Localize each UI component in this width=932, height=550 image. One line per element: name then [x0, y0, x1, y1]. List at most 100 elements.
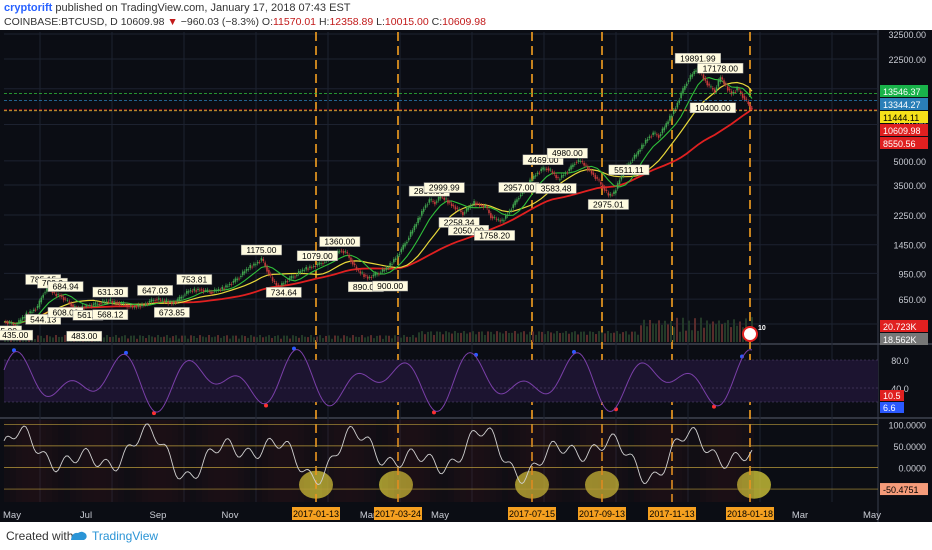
volume-bar	[475, 334, 477, 342]
stoch-band	[4, 360, 878, 402]
candle-body	[654, 132, 656, 134]
candle-body	[726, 86, 729, 91]
cci-shade	[64, 420, 70, 502]
cci-shade	[532, 420, 538, 502]
close-label: C:	[431, 16, 443, 28]
volume-bar	[343, 335, 345, 342]
annotation-label: 561.2	[77, 310, 99, 320]
candle-body	[36, 306, 39, 309]
candle-body	[603, 187, 606, 191]
candle-body	[128, 305, 130, 308]
price-axis: 32500.0022500.0014500.008550.005000.0035…	[880, 30, 928, 496]
candle-body	[94, 302, 97, 305]
author-link[interactable]: cryptorift	[4, 2, 53, 14]
candle-body	[169, 301, 171, 303]
cci-shade	[142, 420, 148, 502]
volume-bar	[682, 317, 684, 342]
cci-shade	[340, 420, 346, 502]
candle-body	[712, 87, 714, 90]
candle-body	[40, 297, 43, 303]
candle-body	[434, 201, 436, 205]
volume-bar	[622, 332, 624, 342]
cci-shade	[526, 420, 532, 502]
candle-body	[182, 296, 184, 298]
volume-bar	[538, 331, 540, 342]
volume-bar	[280, 338, 282, 342]
candle-body	[643, 145, 645, 147]
volume-bar	[664, 320, 666, 342]
price-tick-label: 2250.00	[893, 211, 926, 221]
candle-body	[296, 274, 298, 276]
candle-body	[29, 311, 31, 314]
candle-body	[570, 165, 572, 170]
volume-bar	[502, 333, 504, 342]
candle-body	[374, 272, 377, 276]
cci-shade	[22, 420, 28, 502]
candle-body	[340, 250, 343, 252]
volume-bar	[595, 334, 597, 342]
candle-body	[745, 98, 748, 100]
annotation-label: 2975.01	[593, 199, 624, 209]
stoch-rsi-line	[3, 349, 753, 413]
cci-pane	[3, 420, 878, 502]
candle-body	[146, 303, 149, 305]
candle-body	[61, 295, 63, 298]
candle-body	[648, 136, 651, 139]
volume-bar	[718, 320, 720, 342]
cci-shade	[682, 420, 688, 502]
candle-body	[441, 196, 444, 198]
candle-body	[137, 304, 140, 307]
annotation-box	[25, 314, 62, 325]
candle-body	[725, 83, 727, 85]
annotation-label: 5511.11	[614, 165, 644, 175]
volume-bar	[187, 338, 189, 342]
cci-shade	[334, 420, 340, 502]
candle-body	[131, 306, 134, 308]
candle-body	[512, 204, 515, 208]
candle-body	[663, 127, 666, 131]
candle-body	[18, 320, 20, 324]
volume-bar	[388, 335, 390, 342]
volume-bar	[694, 318, 696, 342]
volume-bar	[148, 335, 150, 342]
date-badge	[648, 507, 696, 520]
price-tick-label: 5000.00	[893, 157, 926, 167]
candle-body	[585, 164, 587, 166]
tradingview-link[interactable]: TradingView	[92, 529, 159, 543]
time-tick-label: May	[3, 510, 21, 521]
stoch-high-dot	[12, 348, 16, 353]
price-chart[interactable]: 10 465.00435.00544.13785.15709.9684.9460…	[0, 30, 932, 522]
candle-body	[172, 302, 175, 304]
volume-bar	[511, 332, 513, 342]
cci-shade	[424, 420, 430, 502]
volume-bar	[445, 331, 447, 342]
candle-body	[275, 282, 278, 286]
volume-bar	[697, 330, 699, 342]
candle-body	[672, 109, 675, 115]
candle-body	[421, 210, 423, 216]
volume-bar	[190, 335, 192, 342]
candle-body	[738, 88, 740, 90]
cci-shade	[436, 420, 442, 502]
candle-body	[159, 299, 162, 301]
volume-bar	[259, 335, 261, 342]
cci-shade	[496, 420, 502, 502]
cci-shade	[238, 420, 244, 502]
volume-bar	[634, 331, 636, 342]
candle-body	[286, 281, 289, 283]
cci-shade	[154, 420, 160, 502]
volume-bar	[316, 336, 318, 342]
candle-body	[409, 231, 412, 237]
volume-bar	[604, 333, 606, 342]
candle-body	[346, 252, 349, 254]
candle-body	[212, 292, 214, 293]
candle-body	[693, 71, 695, 75]
annotation-box	[608, 164, 650, 176]
candle-body	[667, 121, 669, 125]
volume-bar	[700, 317, 702, 342]
candle-body	[197, 288, 199, 291]
candle-body	[59, 295, 61, 297]
candle-body	[482, 205, 485, 208]
volume-bar	[127, 338, 129, 342]
candle-body	[652, 132, 654, 135]
